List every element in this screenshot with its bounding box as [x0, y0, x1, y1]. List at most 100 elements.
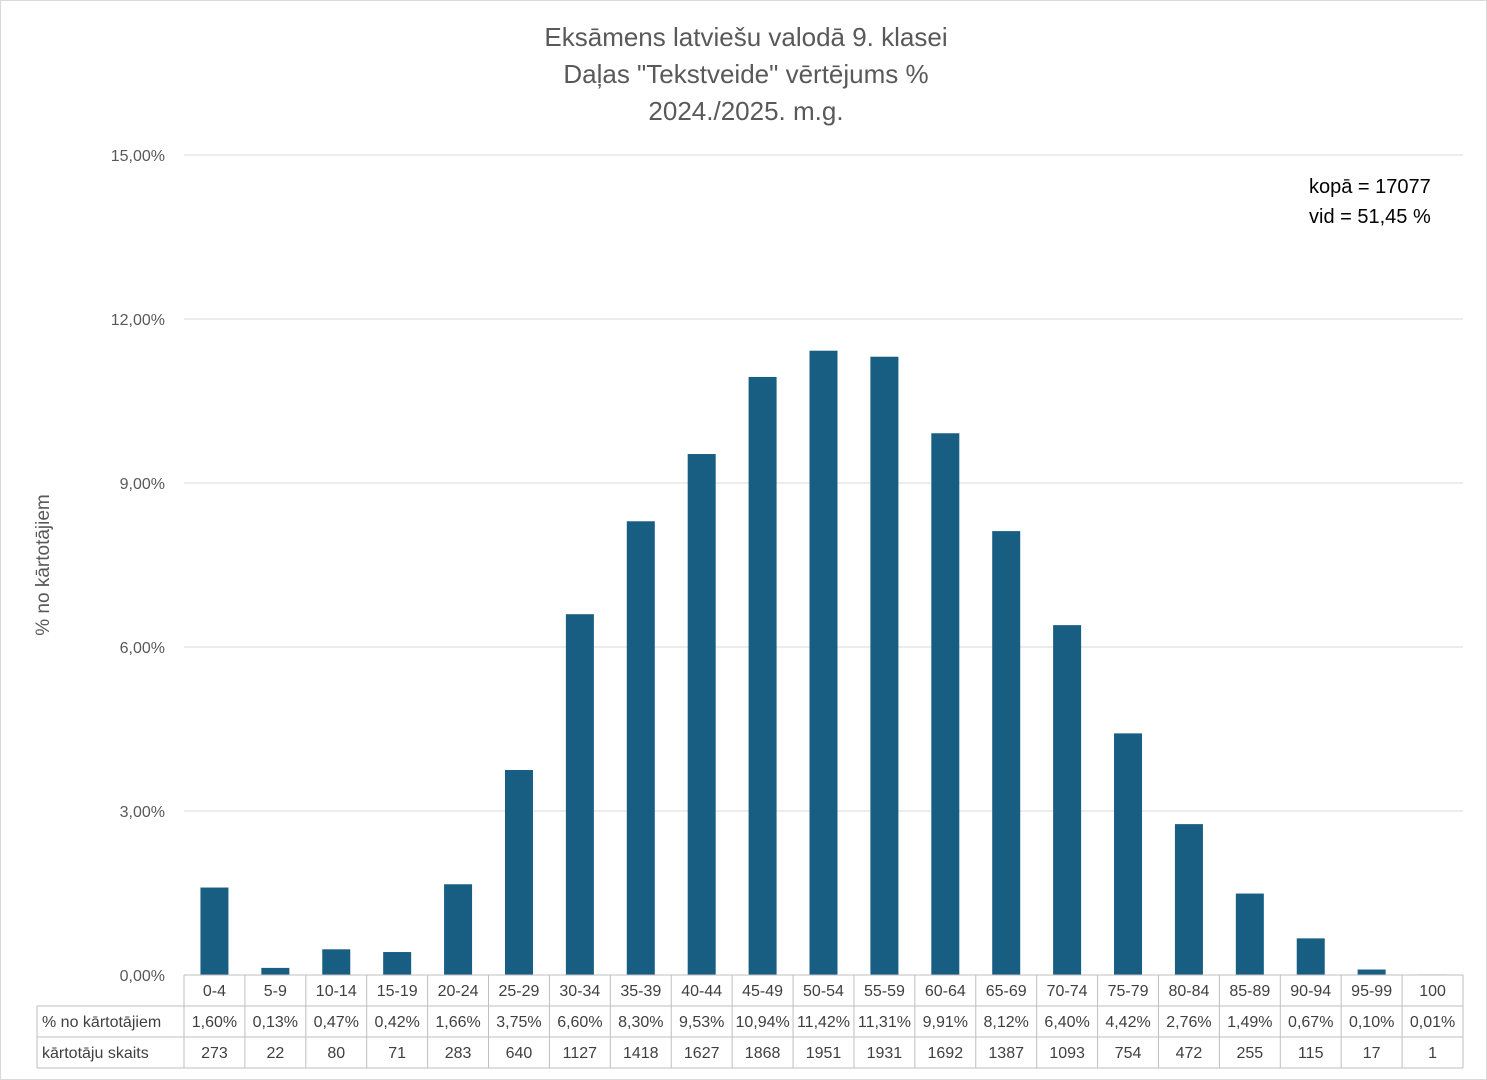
x-tick-label: 60-64 [925, 983, 966, 1000]
bar-60-64 [931, 433, 960, 976]
table-cell-count: 1127 [563, 1045, 598, 1062]
table-row-label: kārtotāju skaits [42, 1045, 149, 1062]
table-cell-percent: 1,60% [192, 1014, 237, 1031]
table-cell-percent: 4,42% [1105, 1014, 1150, 1031]
table-cell-percent: 11,31% [858, 1014, 911, 1031]
table-cell-percent: 6,60% [557, 1014, 602, 1031]
x-tick-label: 65-69 [986, 983, 1027, 1000]
table-cell-count: 283 [445, 1045, 472, 1062]
bar-95-99 [1357, 969, 1386, 975]
bar-85-89 [1235, 893, 1264, 975]
table-cell-percent: 8,12% [984, 1014, 1029, 1031]
bar-70-74 [1053, 625, 1082, 975]
table-cell-count: 1 [1428, 1045, 1437, 1062]
chart-title-line-3: 2024./2025. m.g. [648, 96, 843, 126]
table-cell-percent: 3,75% [496, 1014, 541, 1031]
bar-45-49 [748, 376, 777, 975]
table-cell-percent: 0,10% [1349, 1014, 1394, 1031]
chart-title: Eksāmens latviešu valodā 9. klasei Daļas … [544, 22, 947, 126]
table-cell-count: 1093 [1049, 1045, 1085, 1062]
x-tick-label: 25-29 [499, 983, 540, 1000]
x-tick-label: 75-79 [1108, 983, 1149, 1000]
x-tick-label: 55-59 [864, 983, 905, 1000]
x-tick-label: 35-39 [620, 983, 661, 1000]
bar-75-79 [1114, 733, 1143, 975]
table-cell-count: 1868 [745, 1045, 781, 1062]
table-cell-percent: 9,91% [923, 1014, 968, 1031]
bar-50-54 [809, 350, 838, 975]
bar-25-29 [504, 770, 533, 975]
x-tick-label: 40-44 [681, 983, 722, 1000]
x-tick-label: 15-19 [377, 983, 418, 1000]
bar-65-69 [992, 531, 1021, 975]
x-tick-label: 100 [1419, 983, 1446, 1000]
table-cell-count: 80 [327, 1045, 345, 1062]
x-tick-label: 80-84 [1168, 983, 1209, 1000]
bar-40-44 [687, 454, 716, 975]
bar-90-94 [1296, 938, 1325, 975]
table-cell-percent: 0,67% [1288, 1014, 1333, 1031]
bar-5-9 [261, 967, 290, 975]
table-cell-count: 1692 [928, 1045, 964, 1062]
table-cell-count: 22 [266, 1045, 284, 1062]
annotation-average: vid = 51,45 % [1309, 206, 1431, 228]
y-tick-label: 3,00% [120, 804, 165, 821]
chart-title-line-2: Daļas "Tekstveide" vērtējums % [563, 59, 928, 89]
bar-30-34 [565, 614, 594, 975]
x-tick-label: 85-89 [1229, 983, 1270, 1000]
x-tick-label: 70-74 [1047, 983, 1088, 1000]
y-tick-label: 9,00% [120, 476, 165, 493]
table-cell-percent: 8,30% [618, 1014, 663, 1031]
table-cell-percent: 9,53% [679, 1014, 724, 1031]
bars [200, 350, 1447, 976]
bar-80-84 [1174, 824, 1203, 975]
table-cell-count: 640 [506, 1045, 533, 1062]
x-tick-label: 50-54 [803, 983, 844, 1000]
bar-0-4 [200, 887, 229, 975]
x-tick-label: 5-9 [264, 983, 287, 1000]
data-table: % no kārtotājiem kārtotāju skaits 0-4 1,60%… [36, 974, 1464, 1069]
bar-15-19 [383, 952, 412, 975]
table-cell-count: 255 [1236, 1045, 1263, 1062]
y-axis-ticks: 0,00% 3,00% 6,00% 9,00% 12,00% 15,00% [111, 148, 165, 985]
bar-35-39 [626, 521, 655, 975]
table-cell-count: 1387 [988, 1045, 1024, 1062]
x-tick-label: 10-14 [316, 983, 357, 1000]
annotation-total: kopā = 17077 [1309, 176, 1431, 198]
table-cell-count: 17 [1363, 1045, 1381, 1062]
table-cell-percent: 0,42% [374, 1014, 419, 1031]
table-cell-count: 1931 [867, 1045, 903, 1062]
chart-title-line-1: Eksāmens latviešu valodā 9. klasei [544, 22, 947, 52]
table-cell-percent: 0,13% [253, 1014, 298, 1031]
bar-20-24 [444, 884, 473, 975]
bar-55-59 [870, 356, 899, 976]
y-tick-label: 6,00% [120, 640, 165, 657]
y-tick-label: 0,00% [120, 968, 165, 985]
table-cell-percent: 10,94% [735, 1014, 789, 1031]
y-axis-label: % no kārtotājiem [33, 494, 54, 636]
table-cell-count: 115 [1298, 1045, 1324, 1062]
table-cell-percent: 1,49% [1227, 1014, 1272, 1031]
x-tick-label: 30-34 [559, 983, 600, 1000]
table-row-label: % no kārtotājiem [42, 1014, 161, 1031]
x-tick-label: 20-24 [438, 983, 479, 1000]
bar-10-14 [322, 949, 351, 975]
y-tick-label: 12,00% [111, 312, 165, 329]
table-cell-percent: 1,66% [435, 1014, 480, 1031]
table-cell-percent: 2,76% [1166, 1014, 1211, 1031]
table-cell-percent: 6,40% [1044, 1014, 1089, 1031]
table-cell-count: 754 [1115, 1045, 1142, 1062]
table-cell-percent: 11,42% [797, 1014, 850, 1031]
table-cell-percent: 0,47% [314, 1014, 359, 1031]
table-cell-count: 1627 [684, 1045, 720, 1062]
table-cell-count: 1951 [806, 1045, 842, 1062]
x-tick-label: 0-4 [203, 983, 226, 1000]
table-cell-count: 71 [388, 1045, 406, 1062]
x-tick-label: 45-49 [742, 983, 783, 1000]
x-tick-label: 90-94 [1290, 983, 1331, 1000]
table-cell-percent: 0,01% [1410, 1014, 1455, 1031]
table-cell-count: 273 [201, 1045, 228, 1062]
table-cell-count: 472 [1176, 1045, 1203, 1062]
y-tick-label: 15,00% [111, 148, 165, 165]
